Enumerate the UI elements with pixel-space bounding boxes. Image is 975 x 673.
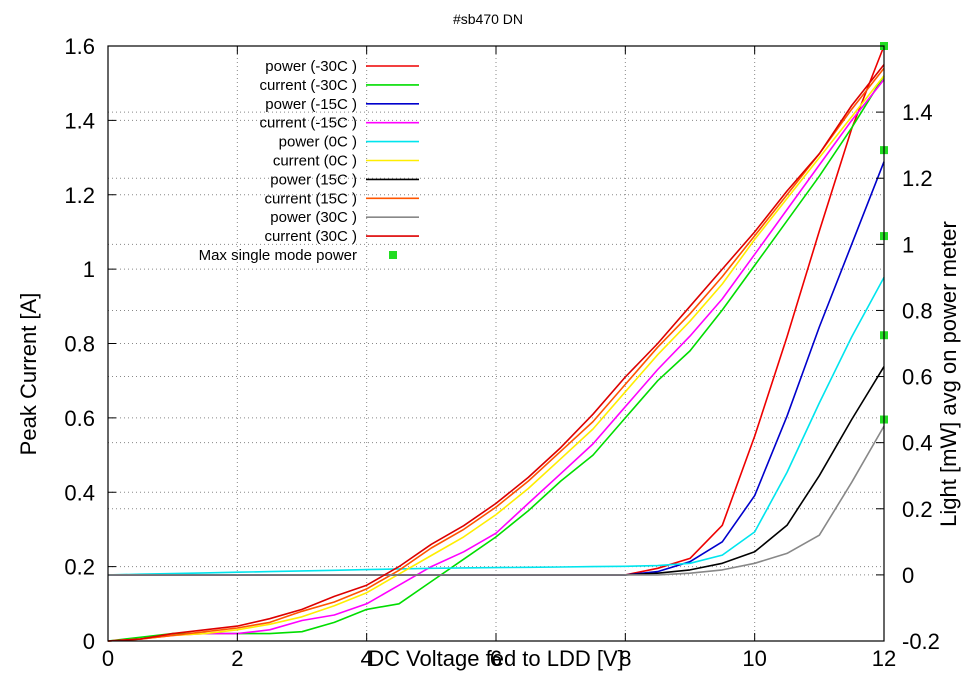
y-tick-label: 1.6 <box>64 34 95 59</box>
legend: power (-30C ) current (-30C ) power (-15C … <box>199 58 419 264</box>
y2-tick-label: 1.2 <box>902 166 933 191</box>
y-tick-label: 0 <box>83 629 95 654</box>
y-axis-label: Peak Current [A] <box>16 293 41 456</box>
x-axis: 0 2 4 6 8 10 12 <box>102 46 896 671</box>
y-tick-label: 0.2 <box>64 555 95 580</box>
y2-tick-label: 0.8 <box>902 298 933 323</box>
y2-tick-label: 1.4 <box>902 100 933 125</box>
series-line-3 <box>108 80 884 642</box>
y-tick-label: 0.8 <box>64 332 95 357</box>
legend-label: power (30C ) <box>270 209 357 226</box>
legend-label: current (30C ) <box>264 228 357 245</box>
legend-label: current (15C ) <box>264 190 357 207</box>
y-tick-label: 0.4 <box>64 480 95 505</box>
series-line-8 <box>108 426 884 575</box>
x-tick-label: 0 <box>102 646 114 671</box>
legend-label: current (-15C ) <box>259 115 357 132</box>
y-tick-label: 1 <box>83 257 95 282</box>
grid <box>108 46 884 641</box>
x-tick-label: 2 <box>231 646 243 671</box>
y2-tick-label: 0.2 <box>902 497 933 522</box>
y2-tick-label: 0 <box>902 563 914 588</box>
legend-label: current (-30C ) <box>259 77 357 94</box>
y2-tick-label: 0.4 <box>902 431 933 456</box>
y2-axis-label: Light [mW] avg on power meter <box>936 221 961 527</box>
y-tick-label: 1.2 <box>64 183 95 208</box>
x-tick-label: 10 <box>742 646 766 671</box>
x-axis-label: DC Voltage fed to LDD [V] <box>368 646 624 671</box>
chart-title: #sb470 DN <box>453 11 523 27</box>
legend-label: Max single mode power <box>199 247 357 264</box>
legend-label: current (0C ) <box>273 153 357 170</box>
y2-tick-label: 1 <box>902 232 914 257</box>
y2-tick-label: 0.6 <box>902 365 933 390</box>
y-tick-label: 1.4 <box>64 108 95 133</box>
y-tick-label: 0.6 <box>64 406 95 431</box>
legend-label: power (0C ) <box>279 134 357 151</box>
legend-marker-swatch <box>389 251 397 259</box>
y-axis-right: -0.2 0 0.2 0.4 0.6 0.8 1 1.2 1.4 <box>876 100 940 654</box>
legend-label: power (-15C ) <box>265 96 357 113</box>
y2-tick-label: -0.2 <box>902 629 940 654</box>
legend-label: power (15C ) <box>270 171 357 188</box>
legend-label: power (-30C ) <box>265 58 357 75</box>
x-tick-label: 12 <box>872 646 896 671</box>
